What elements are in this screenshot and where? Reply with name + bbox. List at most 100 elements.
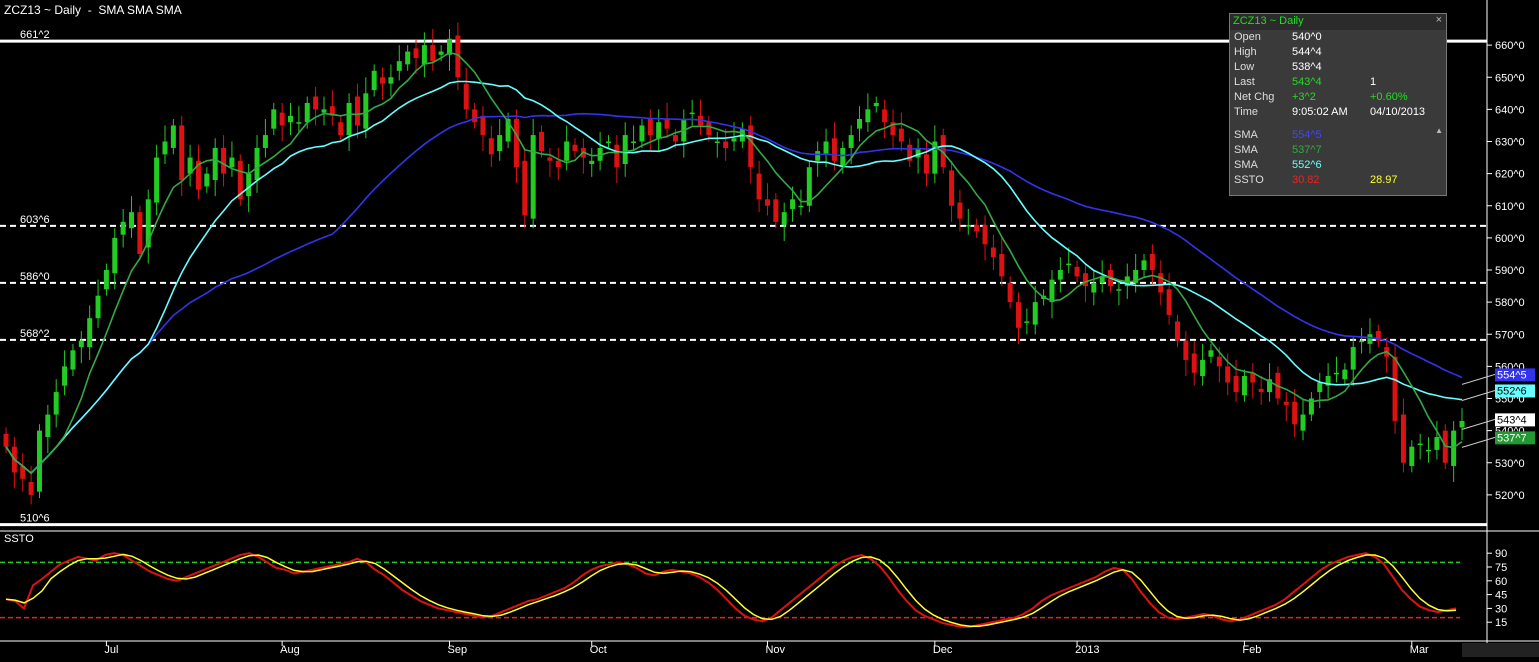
info-row: Open 540^0 bbox=[1230, 30, 1446, 45]
candle-body bbox=[1133, 270, 1139, 283]
candle-body bbox=[689, 112, 695, 115]
x-tick-label: Dec bbox=[933, 644, 953, 656]
quote-info-rows: Open 540^0 High 544^4 Low 538^4 Last 543^4 1 Net … bbox=[1230, 30, 1446, 188]
info-separator bbox=[1230, 120, 1446, 128]
candle-body bbox=[95, 295, 101, 319]
candle-body bbox=[1409, 446, 1415, 466]
info-label: SMA bbox=[1234, 129, 1258, 141]
axis-tag bbox=[1495, 384, 1535, 398]
info-row: High 544^4 bbox=[1230, 45, 1446, 60]
candle-body bbox=[1283, 401, 1289, 405]
candle-body bbox=[488, 138, 494, 155]
candle-body bbox=[120, 221, 126, 235]
candle-body bbox=[313, 96, 319, 110]
axis-tag bbox=[1495, 368, 1535, 382]
candle-body bbox=[405, 51, 411, 65]
ssto-k-line bbox=[5, 552, 1457, 628]
candle-body bbox=[714, 141, 720, 143]
candle-body bbox=[296, 122, 302, 124]
y-tick-label: 590^0 bbox=[1495, 265, 1525, 277]
candle-body bbox=[78, 340, 84, 348]
scroll-up-icon[interactable]: ▲ bbox=[1435, 126, 1443, 135]
axis-tag bbox=[1495, 431, 1535, 445]
candle-body bbox=[1300, 414, 1306, 431]
info-label: Last bbox=[1234, 76, 1255, 88]
candle-body bbox=[1241, 376, 1247, 396]
candle-body bbox=[1099, 276, 1105, 283]
candle-body bbox=[455, 35, 461, 78]
candle-body bbox=[1074, 266, 1080, 277]
candle-body bbox=[346, 102, 352, 136]
candle-body bbox=[187, 157, 193, 174]
candle-body bbox=[923, 154, 929, 174]
candle-body bbox=[1174, 321, 1180, 341]
info-label: SSTO bbox=[1234, 174, 1264, 186]
candle-body bbox=[438, 51, 444, 55]
info-extra: 1 bbox=[1370, 76, 1377, 88]
candle-body bbox=[363, 93, 369, 129]
quote-info-header[interactable]: ZCZ13 ~ Daily × bbox=[1230, 14, 1446, 30]
candle-body bbox=[857, 119, 863, 129]
candle-body bbox=[505, 119, 511, 142]
quote-info-panel[interactable]: ZCZ13 ~ Daily × Open 540^0 High 544^4 Low 538… bbox=[1229, 13, 1447, 196]
info-row: Low 538^4 bbox=[1230, 60, 1446, 75]
candle-body bbox=[103, 270, 109, 290]
candle-body bbox=[890, 122, 896, 136]
candle-body bbox=[62, 366, 68, 386]
axis-tag-pointer bbox=[1461, 418, 1496, 430]
candle-body bbox=[396, 61, 402, 71]
axis-tag-pointer bbox=[1461, 436, 1496, 448]
candle-body bbox=[1049, 279, 1055, 303]
candle-body bbox=[421, 45, 427, 65]
info-extra: 28.97 bbox=[1370, 174, 1398, 186]
candle-body bbox=[639, 125, 645, 142]
ssto-d-line bbox=[5, 553, 1457, 627]
axis-tag-label: 543^4 bbox=[1497, 414, 1527, 426]
candle-body bbox=[170, 125, 176, 148]
candle-body bbox=[865, 109, 871, 123]
candle-body bbox=[36, 430, 42, 492]
indicator-row: SMA 552^6 bbox=[1230, 158, 1446, 173]
candle-body bbox=[20, 465, 26, 479]
x-tick-label: Mar bbox=[1410, 644, 1429, 656]
x-tick-label: Feb bbox=[1242, 644, 1261, 656]
candle-body bbox=[773, 199, 779, 222]
candle-body bbox=[380, 77, 386, 84]
ssto-pane-label: SSTO bbox=[4, 533, 34, 545]
candle-body bbox=[1400, 414, 1406, 463]
candle-body bbox=[831, 138, 837, 161]
candle-body bbox=[212, 147, 218, 181]
candle-body bbox=[254, 147, 260, 181]
candle-body bbox=[756, 173, 762, 200]
candle-body bbox=[1007, 282, 1013, 303]
candle-body bbox=[1333, 372, 1339, 375]
candle-body bbox=[321, 109, 327, 113]
candle-body bbox=[764, 199, 770, 206]
close-icon[interactable]: × bbox=[1435, 14, 1442, 26]
candle-body bbox=[982, 225, 988, 245]
candle-body bbox=[957, 202, 963, 219]
candle-body bbox=[1367, 334, 1373, 344]
candle-body bbox=[965, 225, 971, 227]
time-axis-corner bbox=[1462, 643, 1539, 657]
candle-body bbox=[622, 135, 628, 164]
candle-body bbox=[605, 141, 611, 143]
candle-body bbox=[1359, 340, 1365, 343]
candle-body bbox=[179, 125, 185, 181]
candle-body bbox=[1250, 372, 1256, 383]
candle-body bbox=[1292, 401, 1298, 425]
y-tick-label: 620^0 bbox=[1495, 169, 1525, 181]
candle-body bbox=[1208, 350, 1214, 357]
candle-body bbox=[555, 160, 561, 168]
info-row: Time 9:05:02 AM 04/10/2013 bbox=[1230, 105, 1446, 120]
info-value: 552^6 bbox=[1292, 159, 1322, 171]
ssto-tick-label: 45 bbox=[1495, 590, 1507, 602]
candle-body bbox=[1191, 353, 1197, 373]
candle-body bbox=[572, 144, 578, 152]
candle-body bbox=[1350, 347, 1356, 370]
candle-body bbox=[1091, 282, 1097, 293]
y-tick-label: 660^0 bbox=[1495, 40, 1525, 52]
candle-body bbox=[472, 109, 478, 123]
axis-tag-pointer bbox=[1461, 373, 1496, 385]
info-row: Last 543^4 1 bbox=[1230, 75, 1446, 90]
